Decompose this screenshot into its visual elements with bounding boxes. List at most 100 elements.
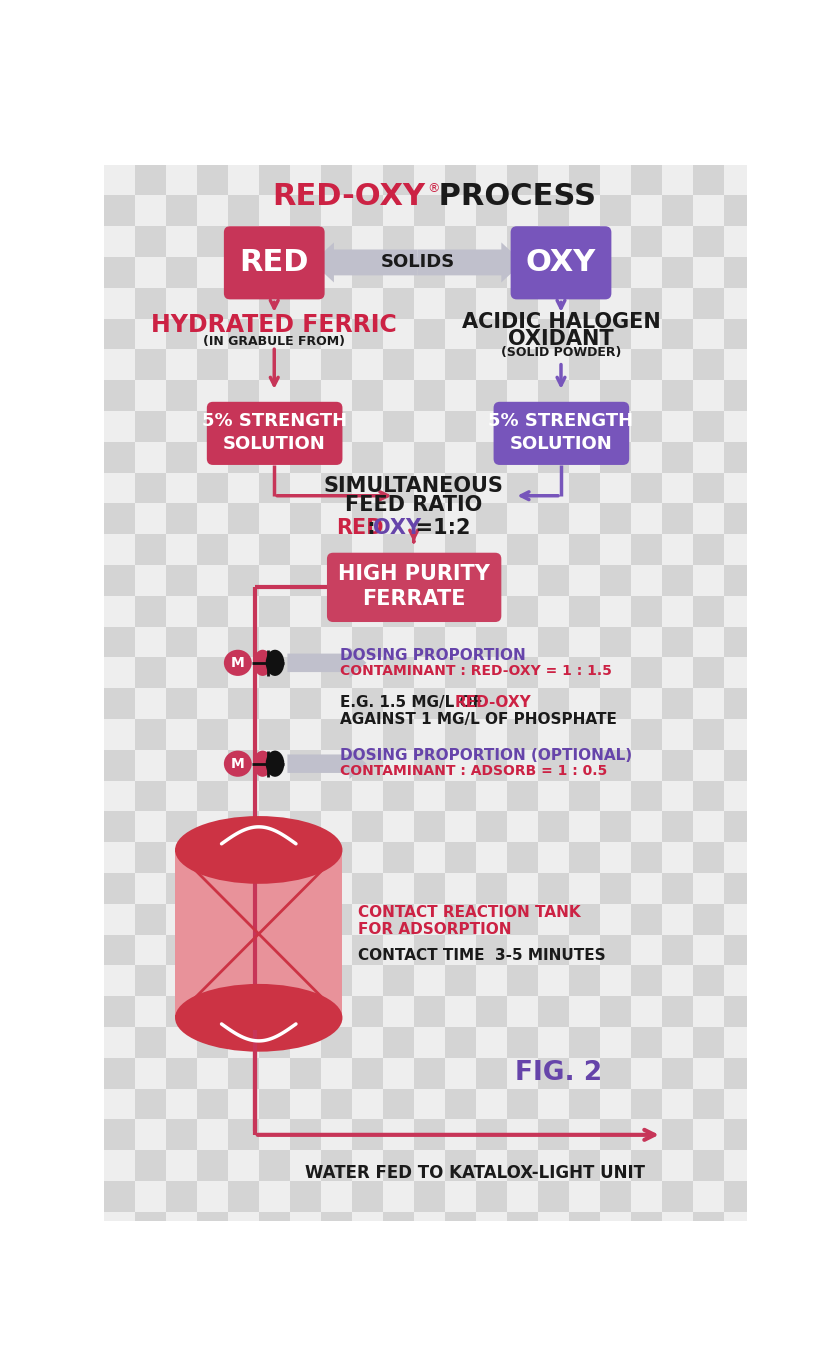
Bar: [320, 781, 352, 811]
Bar: [383, 288, 413, 318]
Bar: [662, 380, 693, 412]
Text: FOR ADSORPTION: FOR ADSORPTION: [358, 922, 511, 937]
Bar: [290, 873, 320, 904]
Bar: [476, 1028, 507, 1058]
Bar: [175, 849, 343, 1018]
Bar: [383, 934, 413, 966]
Bar: [413, 257, 445, 288]
Bar: [538, 1150, 569, 1181]
Bar: [662, 1150, 693, 1181]
Bar: [259, 1058, 290, 1088]
Bar: [290, 934, 320, 966]
Bar: [476, 781, 507, 811]
Bar: [569, 627, 600, 657]
Bar: [693, 195, 724, 226]
Bar: [134, 257, 166, 288]
Bar: [352, 226, 383, 257]
Bar: [227, 472, 259, 504]
Bar: [600, 472, 631, 504]
Bar: [413, 1120, 445, 1150]
Bar: [320, 318, 352, 350]
Bar: [631, 442, 662, 472]
Bar: [631, 1150, 662, 1181]
Bar: [166, 719, 197, 750]
Bar: [320, 719, 352, 750]
Bar: [724, 1120, 754, 1150]
Bar: [600, 288, 631, 318]
Bar: [197, 165, 227, 195]
Bar: [259, 873, 290, 904]
Bar: [693, 534, 724, 565]
Text: DOSING PROPORTION (OPTIONAL): DOSING PROPORTION (OPTIONAL): [340, 749, 632, 763]
Bar: [724, 1150, 754, 1181]
Bar: [352, 842, 383, 873]
Bar: [290, 966, 320, 996]
Bar: [227, 842, 259, 873]
Bar: [507, 350, 538, 380]
Bar: [662, 996, 693, 1028]
Text: WATER FED TO KATALOX-LIGHT UNIT: WATER FED TO KATALOX-LIGHT UNIT: [305, 1165, 645, 1183]
Bar: [413, 1028, 445, 1058]
Bar: [569, 350, 600, 380]
Bar: [352, 1028, 383, 1058]
Bar: [445, 996, 476, 1028]
Bar: [476, 811, 507, 842]
Bar: [724, 657, 754, 689]
Text: RED: RED: [240, 248, 309, 277]
Bar: [538, 996, 569, 1028]
Bar: [320, 504, 352, 534]
Bar: [134, 412, 166, 442]
Bar: [662, 719, 693, 750]
Bar: [631, 595, 662, 627]
Bar: [569, 657, 600, 689]
Bar: [104, 318, 134, 350]
Bar: [227, 1058, 259, 1088]
Bar: [259, 1088, 290, 1120]
Bar: [413, 750, 445, 781]
Bar: [569, 966, 600, 996]
Bar: [476, 165, 507, 195]
Bar: [476, 195, 507, 226]
Bar: [290, 1211, 320, 1243]
Bar: [445, 689, 476, 719]
Bar: [259, 350, 290, 380]
Bar: [134, 226, 166, 257]
Bar: [352, 380, 383, 412]
Bar: [227, 165, 259, 195]
Bar: [104, 1028, 134, 1058]
Bar: [445, 442, 476, 472]
Bar: [507, 226, 538, 257]
Bar: [413, 504, 445, 534]
Bar: [507, 165, 538, 195]
Bar: [290, 842, 320, 873]
Bar: [413, 904, 445, 934]
Bar: [413, 719, 445, 750]
Bar: [259, 627, 290, 657]
Bar: [352, 1088, 383, 1120]
Bar: [134, 934, 166, 966]
Bar: [413, 1150, 445, 1181]
Bar: [290, 288, 320, 318]
Bar: [569, 442, 600, 472]
Bar: [166, 1181, 197, 1211]
Bar: [383, 781, 413, 811]
Bar: [631, 781, 662, 811]
Bar: [569, 934, 600, 966]
Bar: [197, 350, 227, 380]
Bar: [352, 689, 383, 719]
Bar: [197, 565, 227, 595]
Bar: [104, 565, 134, 595]
Bar: [662, 350, 693, 380]
Bar: [352, 811, 383, 842]
Bar: [569, 195, 600, 226]
Bar: [569, 504, 600, 534]
Bar: [320, 842, 352, 873]
Bar: [445, 195, 476, 226]
Bar: [259, 966, 290, 996]
Text: CONTAMINANT : ADSORB = 1 : 0.5: CONTAMINANT : ADSORB = 1 : 0.5: [340, 764, 608, 778]
Bar: [134, 1211, 166, 1243]
Bar: [320, 750, 352, 781]
Bar: [413, 380, 445, 412]
Bar: [197, 657, 227, 689]
Bar: [445, 350, 476, 380]
